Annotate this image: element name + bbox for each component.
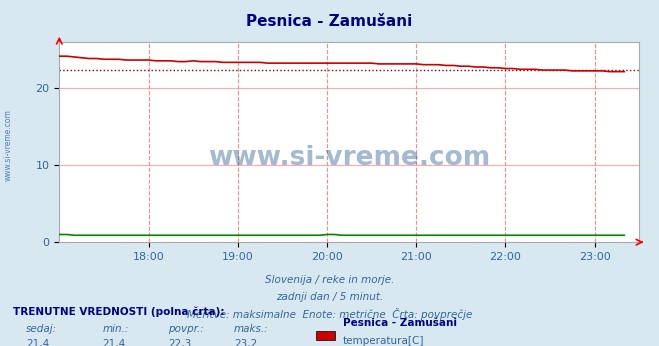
Text: Meritve: maksimalne  Enote: metrične  Črta: povprečje: Meritve: maksimalne Enote: metrične Črta…	[186, 308, 473, 320]
Text: maks.:: maks.:	[234, 324, 269, 334]
Text: povpr.:: povpr.:	[168, 324, 204, 334]
Text: Slovenija / reke in morje.: Slovenija / reke in morje.	[265, 275, 394, 285]
Text: min.:: min.:	[102, 324, 129, 334]
Text: 21,4: 21,4	[102, 339, 125, 346]
Text: Pesnica - Zamušani: Pesnica - Zamušani	[343, 318, 457, 328]
Text: www.si-vreme.com: www.si-vreme.com	[3, 109, 13, 181]
Text: sedaj:: sedaj:	[26, 324, 57, 334]
Bar	[316, 331, 335, 340]
Text: 23,2: 23,2	[234, 339, 257, 346]
Text: temperatura[C]: temperatura[C]	[343, 336, 424, 346]
Text: zadnji dan / 5 minut.: zadnji dan / 5 minut.	[276, 292, 383, 302]
Text: www.si-vreme.com: www.si-vreme.com	[208, 145, 490, 171]
Text: Pesnica - Zamušani: Pesnica - Zamušani	[246, 14, 413, 29]
Text: TRENUTNE VREDNOSTI (polna črta):: TRENUTNE VREDNOSTI (polna črta):	[13, 306, 225, 317]
Text: 21,4: 21,4	[26, 339, 49, 346]
Text: 22,3: 22,3	[168, 339, 191, 346]
